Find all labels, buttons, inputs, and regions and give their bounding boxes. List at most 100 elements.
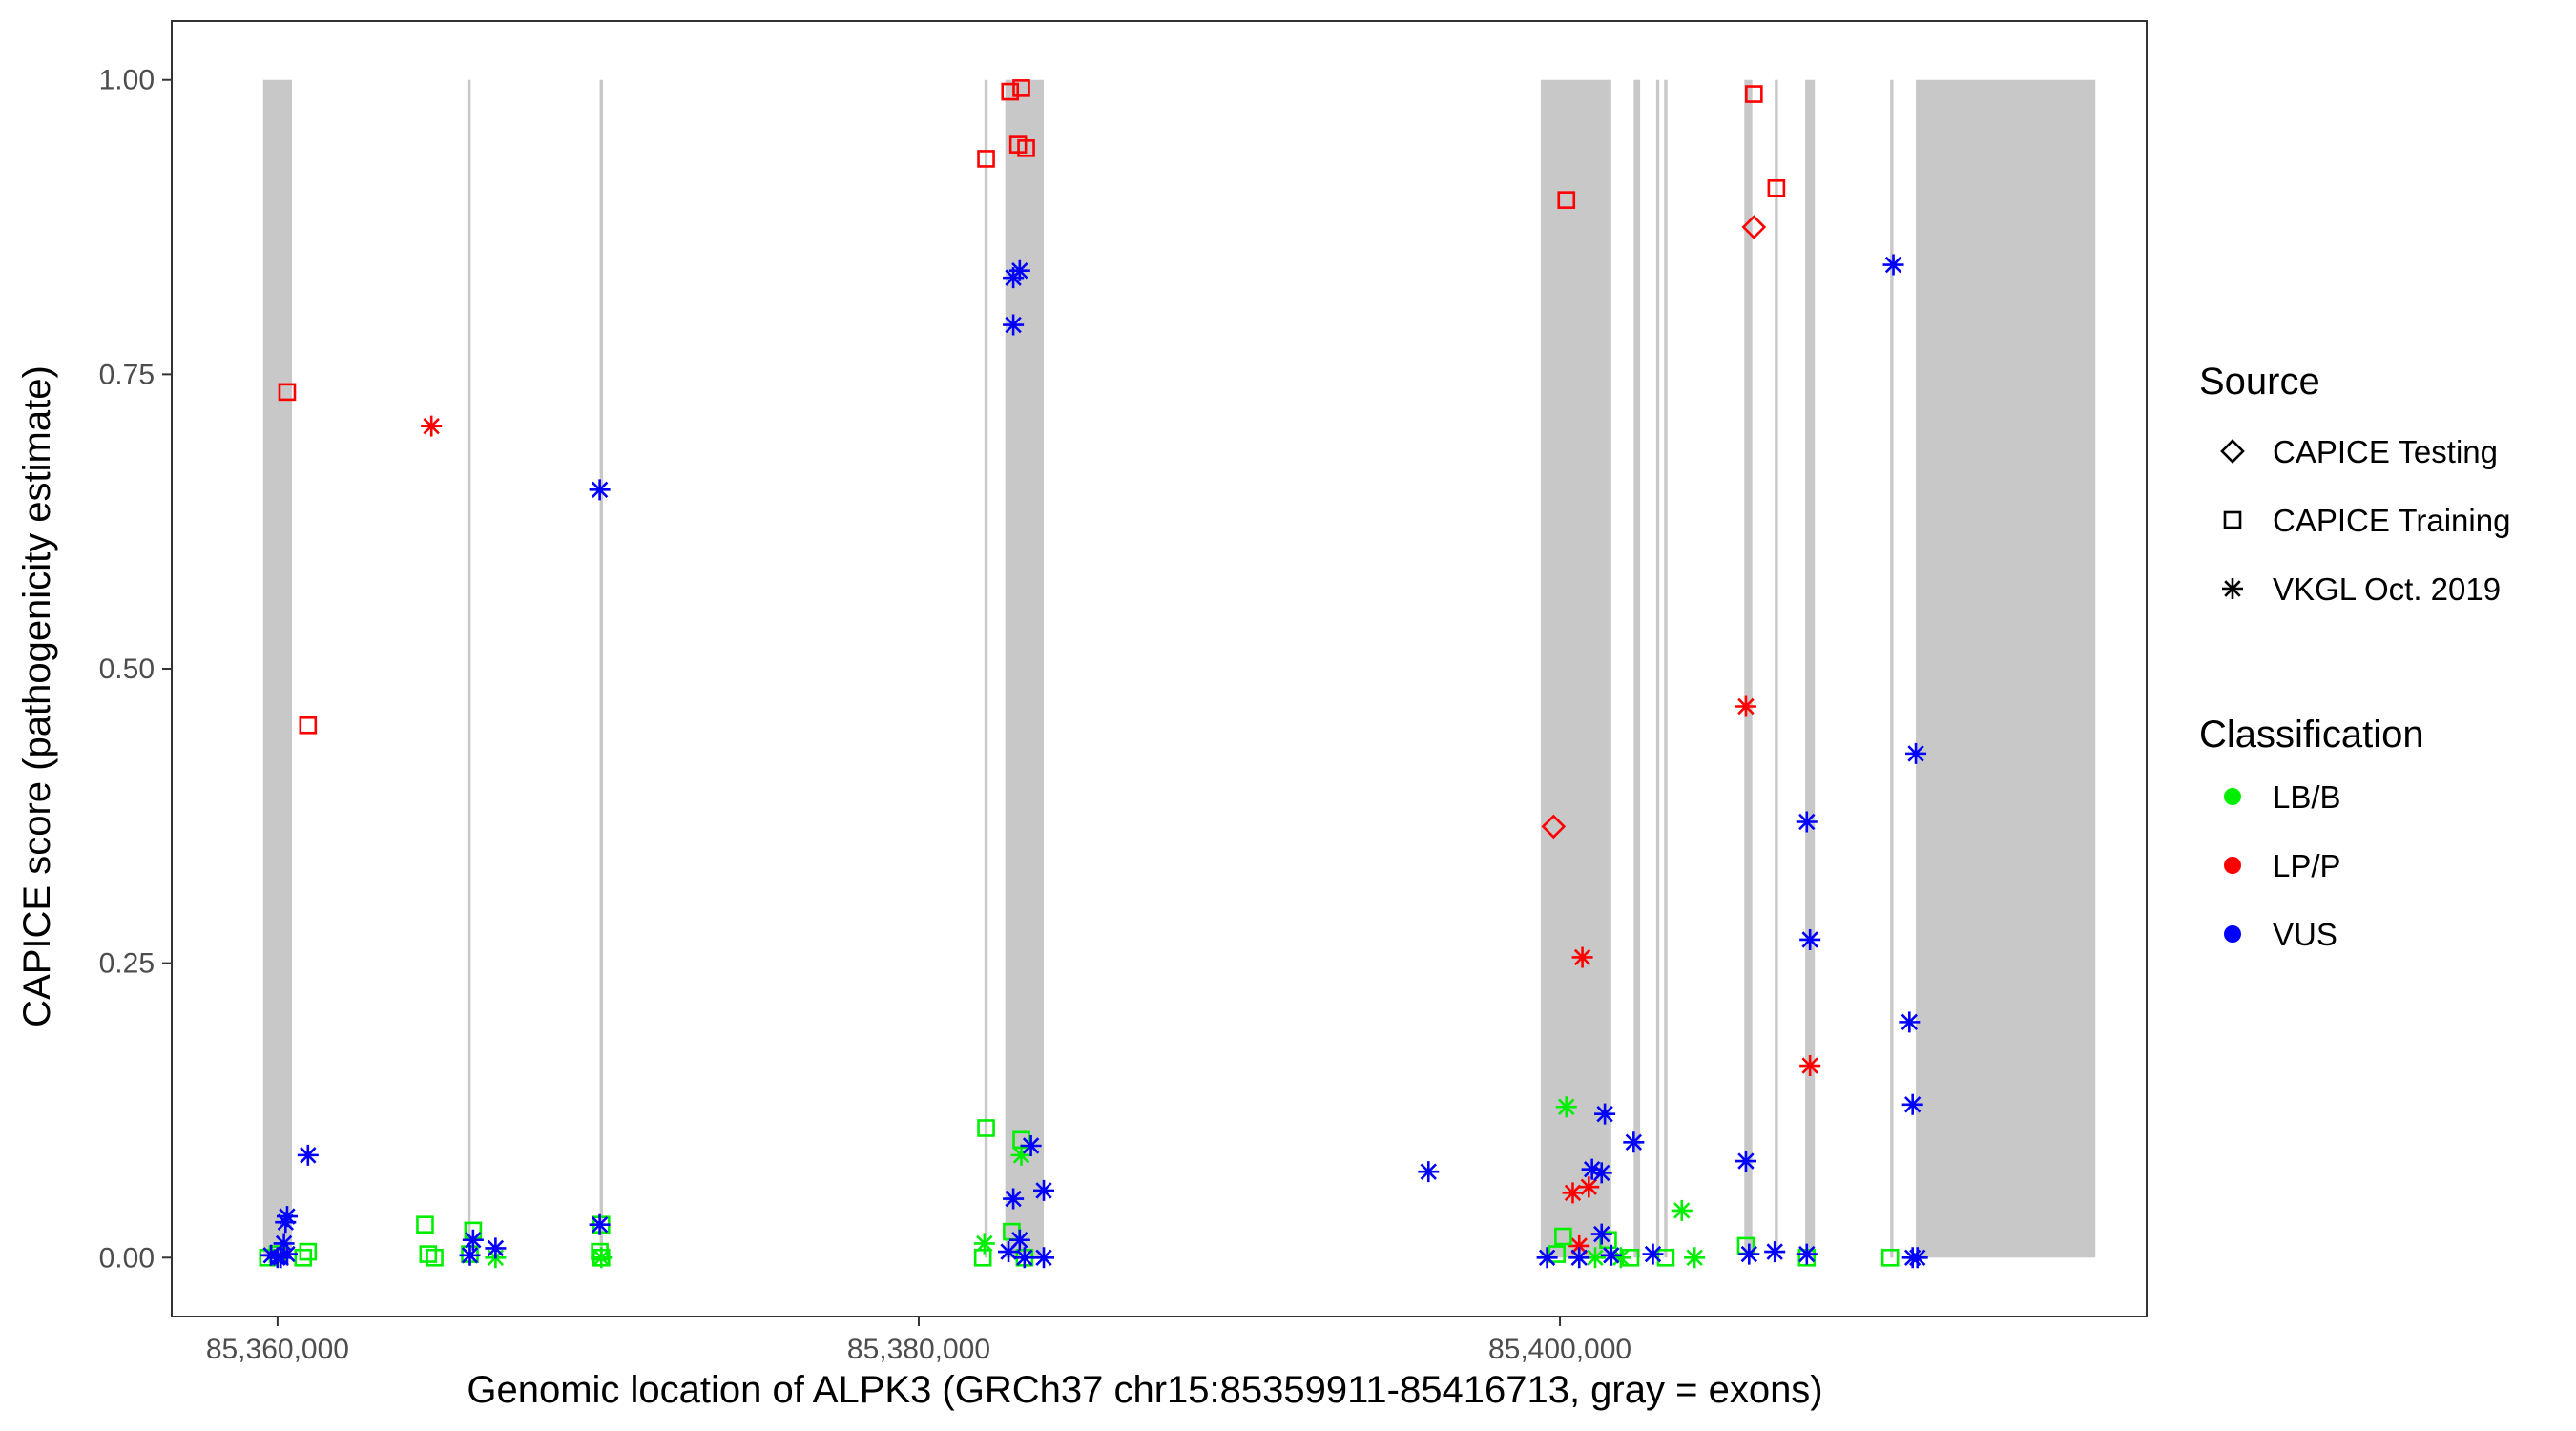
data-point-lpp-square — [1012, 79, 1030, 97]
legend-classification-label: VUS — [2273, 917, 2337, 952]
exon-band — [467, 79, 471, 1258]
legend-source-title: Source — [2199, 361, 2320, 403]
data-point-vus-asterisk — [1568, 1247, 1590, 1269]
data-point-vus-asterisk — [1906, 1247, 1928, 1269]
data-point-vus-asterisk — [459, 1244, 481, 1266]
data-point-vus-asterisk — [1013, 1247, 1035, 1269]
legend-source-entries: CAPICE Testing CAPICE Training VKGL Oct. 2… — [2220, 434, 2510, 607]
data-point-vus-asterisk — [1799, 928, 1821, 950]
legend-classification-label: LP/P — [2273, 848, 2341, 883]
data-point-vus-asterisk — [1033, 1179, 1055, 1201]
data-point-vus-asterisk — [1033, 1247, 1055, 1269]
data-point-lbb-square — [1880, 1248, 1900, 1267]
data-point-lpp-asterisk — [1571, 946, 1593, 968]
data-point-lpp-asterisk — [421, 415, 443, 437]
data-point-vus-asterisk — [998, 1241, 1020, 1263]
exon-band — [1664, 79, 1668, 1258]
data-point-vus-asterisk — [1003, 314, 1025, 336]
data-point-lpp-asterisk — [1578, 1176, 1600, 1198]
x-axis-title: Genomic location of ALPK3 (GRCh37 chr15:… — [467, 1369, 1822, 1411]
data-point-vus-asterisk — [1899, 1011, 1921, 1033]
x-axis-tick-label: 85,380,000 — [847, 1334, 990, 1365]
data-point-lbb-square — [416, 1215, 434, 1234]
legend-key-dot — [2224, 857, 2241, 874]
legend-key-square — [2223, 510, 2242, 529]
x-axis-tick-label: 85,360,000 — [206, 1334, 349, 1365]
data-point-lpp-asterisk — [1799, 1055, 1821, 1077]
data-point-vus-asterisk — [1882, 254, 1904, 276]
data-point-lbb-asterisk — [1585, 1247, 1607, 1269]
data-point-vus-asterisk — [1735, 1151, 1756, 1172]
data-point-vus-asterisk — [273, 1233, 295, 1255]
y-axis-tick-label: 0.00 — [99, 1242, 155, 1274]
data-point-lbb-square — [977, 1119, 995, 1137]
y-axis-tick-label: 0.50 — [99, 653, 155, 685]
data-point-lpp-asterisk — [1562, 1182, 1584, 1204]
data-point-lbb-asterisk — [1684, 1247, 1706, 1269]
data-point-vus-asterisk — [1418, 1161, 1440, 1183]
data-point-lpp-square — [1745, 85, 1763, 103]
data-point-vus-asterisk — [589, 1213, 611, 1235]
data-point-vus-asterisk — [270, 1247, 292, 1269]
exon-band — [1916, 79, 2096, 1258]
data-point-vus-asterisk — [1590, 1162, 1612, 1184]
data-point-vus-asterisk — [589, 479, 611, 501]
data-point-vus-asterisk — [1905, 742, 1927, 764]
data-point-lpp-asterisk — [1568, 1234, 1590, 1256]
exon-band — [1890, 79, 1894, 1258]
legend-key-dot — [2224, 788, 2241, 805]
legend-key-asterisk — [2222, 578, 2243, 599]
data-point-vus-asterisk — [1796, 811, 1818, 833]
axes: 0.00 0.25 0.50 0.75 1.00 85,360,000 85,380,000… — [99, 65, 1632, 1365]
data-point-vus-asterisk — [1796, 1243, 1818, 1265]
legend-source-label: CAPICE Testing — [2273, 434, 2498, 469]
data-point-vus-asterisk — [1008, 259, 1030, 281]
data-point-vus-asterisk — [260, 1244, 282, 1266]
data-point-vus-asterisk — [1738, 1243, 1760, 1265]
exon-band — [1005, 79, 1045, 1258]
x-axis-tick-label: 85,400,000 — [1488, 1334, 1631, 1365]
exon-band — [1540, 79, 1611, 1258]
data-point-lpp-square — [1767, 179, 1786, 197]
data-point-vus-asterisk — [276, 1243, 298, 1265]
data-point-vus-asterisk — [462, 1229, 484, 1251]
data-point-vus-asterisk — [1003, 1188, 1025, 1210]
exon-band — [984, 79, 988, 1258]
legend-key-diamond — [2220, 439, 2245, 464]
legend-key-dot — [2224, 925, 2241, 943]
data-point-lpp-square — [278, 383, 297, 402]
data-point-lbb-asterisk — [973, 1233, 995, 1255]
data-point-lbb-square — [426, 1248, 444, 1267]
data-point-vus-asterisk — [1590, 1223, 1612, 1245]
exon-band — [1655, 79, 1660, 1258]
legend-classification-entries: LB/B LP/P VUS — [2224, 779, 2341, 952]
y-axis-title: CAPICE score (pathogenicity estimate) — [16, 365, 58, 1027]
y-axis-tick-label: 0.25 — [99, 948, 155, 980]
data-point-lpp-square — [299, 716, 318, 735]
exon-band — [599, 79, 603, 1258]
data-point-lbb-square — [294, 1248, 313, 1267]
legend-source-label: VKGL Oct. 2019 — [2273, 571, 2501, 607]
data-point-lbb-asterisk — [591, 1247, 613, 1269]
exon-band — [1805, 79, 1816, 1258]
data-point-lpp-square — [1017, 139, 1035, 157]
data-points — [259, 79, 1928, 1269]
data-point-lbb-square — [299, 1242, 318, 1261]
legend-classification-title: Classification — [2199, 714, 2424, 756]
data-point-lbb-square — [1554, 1227, 1572, 1246]
data-point-vus-asterisk — [1594, 1103, 1616, 1125]
data-point-vus-asterisk — [1008, 1229, 1030, 1251]
exon-band — [1633, 79, 1641, 1258]
data-point-vus-asterisk — [275, 1212, 297, 1234]
legend-source-label: CAPICE Training — [2273, 503, 2510, 538]
exon-band — [262, 79, 293, 1258]
data-point-lpp-asterisk — [1735, 695, 1756, 717]
data-point-lbb-asterisk — [1010, 1144, 1032, 1166]
data-point-lbb-asterisk — [1610, 1247, 1631, 1269]
data-point-vus-asterisk — [276, 1206, 298, 1228]
y-axis-tick-label: 1.00 — [99, 65, 155, 96]
data-point-lpp-diamond — [1741, 215, 1767, 239]
data-point-lbb-square — [973, 1248, 992, 1267]
